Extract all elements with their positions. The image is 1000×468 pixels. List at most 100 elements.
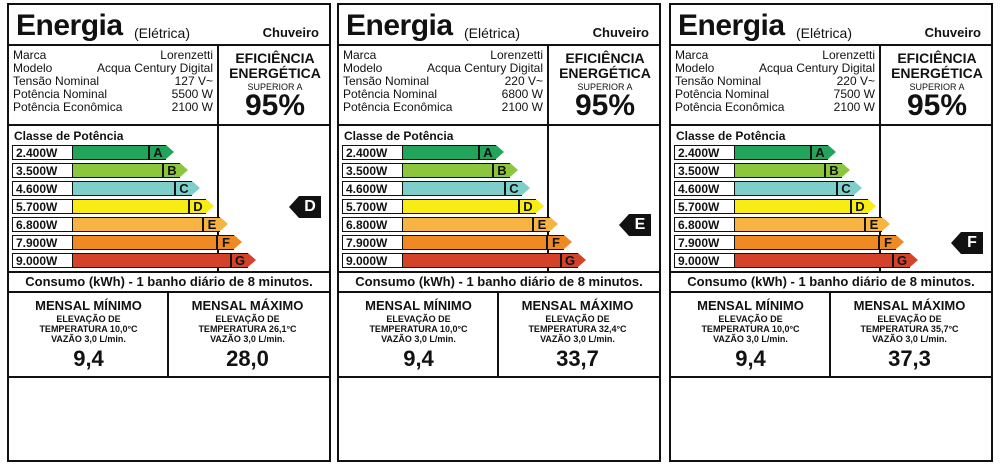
power-class-fill (734, 199, 851, 214)
power-class-watts: 4.600W (342, 181, 402, 196)
consumption-note: Consumo (kWh) - 1 banho diário de 8 minu… (687, 274, 975, 289)
monthly-max-line1: ELEVAÇÃO DE (545, 314, 610, 324)
power-class-watts: 6.800W (342, 217, 402, 232)
spec-value: 2100 W (171, 100, 213, 114)
power-class-letter: C (505, 181, 522, 196)
power-class-bar: 4.600W C (342, 181, 530, 196)
monthly-max-line3: VAZÃO 3,0 L/min. (540, 334, 615, 344)
power-class-watts: 6.800W (674, 217, 734, 232)
power-class-fill (402, 181, 505, 196)
spec-value: 220 V~ (504, 74, 543, 88)
spec-key: Potência Econômica (343, 100, 453, 114)
monthly-min-value: 9,4 (403, 346, 434, 371)
spec-row: Marca Lorenzetti (675, 49, 875, 62)
monthly-max-value: 37,3 (888, 346, 931, 371)
divider (671, 376, 991, 378)
spec-key: Marca (343, 48, 377, 62)
divider (167, 291, 169, 376)
class-indicator-letter: D (299, 196, 321, 218)
spec-key: Potência Nominal (675, 87, 770, 101)
efficiency-line1: EFICIÊNCIA (235, 50, 315, 66)
power-class-bar: 4.600W C (12, 181, 200, 196)
power-class-fill (72, 235, 217, 250)
power-class-bar: 2.400W A (674, 145, 836, 160)
power-class-arrow (896, 235, 904, 249)
monthly-max-value: 28,0 (226, 346, 269, 371)
power-class-watts: 3.500W (12, 163, 72, 178)
power-class-letter: B (163, 163, 180, 178)
power-class-bar: 7.900W F (674, 235, 904, 250)
spec-value: 5500 W (171, 87, 213, 101)
power-class-fill (402, 145, 479, 160)
power-class-arrow (180, 163, 188, 177)
divider (879, 44, 881, 272)
monthly-min-line3: VAZÃO 3,0 L/min. (381, 334, 456, 344)
class-indicator: F (951, 232, 983, 254)
monthly-min-heading: MENSAL MÍNIMO (365, 298, 472, 313)
power-class-watts: 9.000W (12, 253, 72, 268)
power-class-watts: 3.500W (674, 163, 734, 178)
spec-key: Tensão Nominal (13, 74, 100, 88)
power-class-watts: 5.700W (12, 199, 72, 214)
divider (671, 271, 991, 273)
power-class-bar: 6.800W E (342, 217, 558, 232)
monthly-min-line3: VAZÃO 3,0 L/min. (51, 334, 126, 344)
spec-row: Potência Nominal 6800 W (343, 88, 543, 101)
monthly-min-line1: ELEVAÇÃO DE (718, 314, 783, 324)
power-class-letter: A (811, 145, 828, 160)
divider (339, 44, 659, 46)
spec-value: Acqua Century Digital (96, 61, 213, 75)
power-class-fill (72, 253, 231, 268)
divider (547, 44, 549, 272)
divider (217, 44, 219, 272)
spec-row: Marca Lorenzetti (343, 49, 543, 62)
power-class-letter: A (149, 145, 166, 160)
divider (9, 291, 329, 293)
power-class-arrow (868, 199, 876, 213)
spec-row: Potência Econômica 2100 W (675, 101, 875, 114)
power-class-heading: Classe de Potência (14, 129, 124, 143)
power-class-fill (72, 181, 175, 196)
spec-value: 127 V~ (174, 74, 213, 88)
spec-value: Lorenzetti (160, 48, 213, 62)
spec-row: Modelo Acqua Century Digital (13, 62, 213, 75)
power-class-letter: F (217, 235, 234, 250)
spec-row: Potência Nominal 5500 W (13, 88, 213, 101)
label-title: Energia (678, 9, 785, 42)
power-class-letter: C (175, 181, 192, 196)
power-class-letter: F (547, 235, 564, 250)
spec-row: Potência Econômica 2100 W (13, 101, 213, 114)
power-class-letter: D (189, 199, 206, 214)
monthly-min-heading: MENSAL MÍNIMO (697, 298, 804, 313)
monthly-max-line2: TEMPERATURA 26,1°C (198, 324, 297, 334)
power-class-watts: 4.600W (12, 181, 72, 196)
power-class-arrow (234, 235, 242, 249)
power-class-fill (734, 235, 879, 250)
power-class-arrow (550, 217, 558, 231)
label-title: Energia (346, 9, 453, 42)
power-class-arrow (206, 199, 214, 213)
power-class-arrow (536, 199, 544, 213)
power-class-bar: 9.000W G (12, 253, 256, 268)
power-class-letter: G (561, 253, 578, 268)
power-class-fill (734, 163, 825, 178)
power-class-arrow (496, 145, 504, 159)
product-type: Chuveiro (592, 25, 649, 40)
power-class-bar: 5.700W D (12, 199, 214, 214)
monthly-max-line1: ELEVAÇÃO DE (877, 314, 942, 324)
power-class-fill (402, 253, 561, 268)
power-class-arrow (522, 181, 530, 195)
energy-label-1: Energia (Elétrica) Chuveiro Marca Lorenzetti… (7, 3, 331, 462)
spec-row: Potência Econômica 2100 W (343, 101, 543, 114)
power-class-watts: 2.400W (12, 145, 72, 160)
divider (339, 271, 659, 273)
monthly-max-line3: VAZÃO 3,0 L/min. (872, 334, 947, 344)
power-class-bar: 2.400W A (12, 145, 174, 160)
spec-key: Potência Econômica (13, 100, 123, 114)
consumption-note: Consumo (kWh) - 1 banho diário de 8 minu… (355, 274, 643, 289)
divider (671, 291, 991, 293)
divider (9, 376, 329, 378)
spec-row: Tensão Nominal 220 V~ (675, 75, 875, 88)
power-class-letter: F (879, 235, 896, 250)
power-class-bar: 3.500W B (12, 163, 188, 178)
